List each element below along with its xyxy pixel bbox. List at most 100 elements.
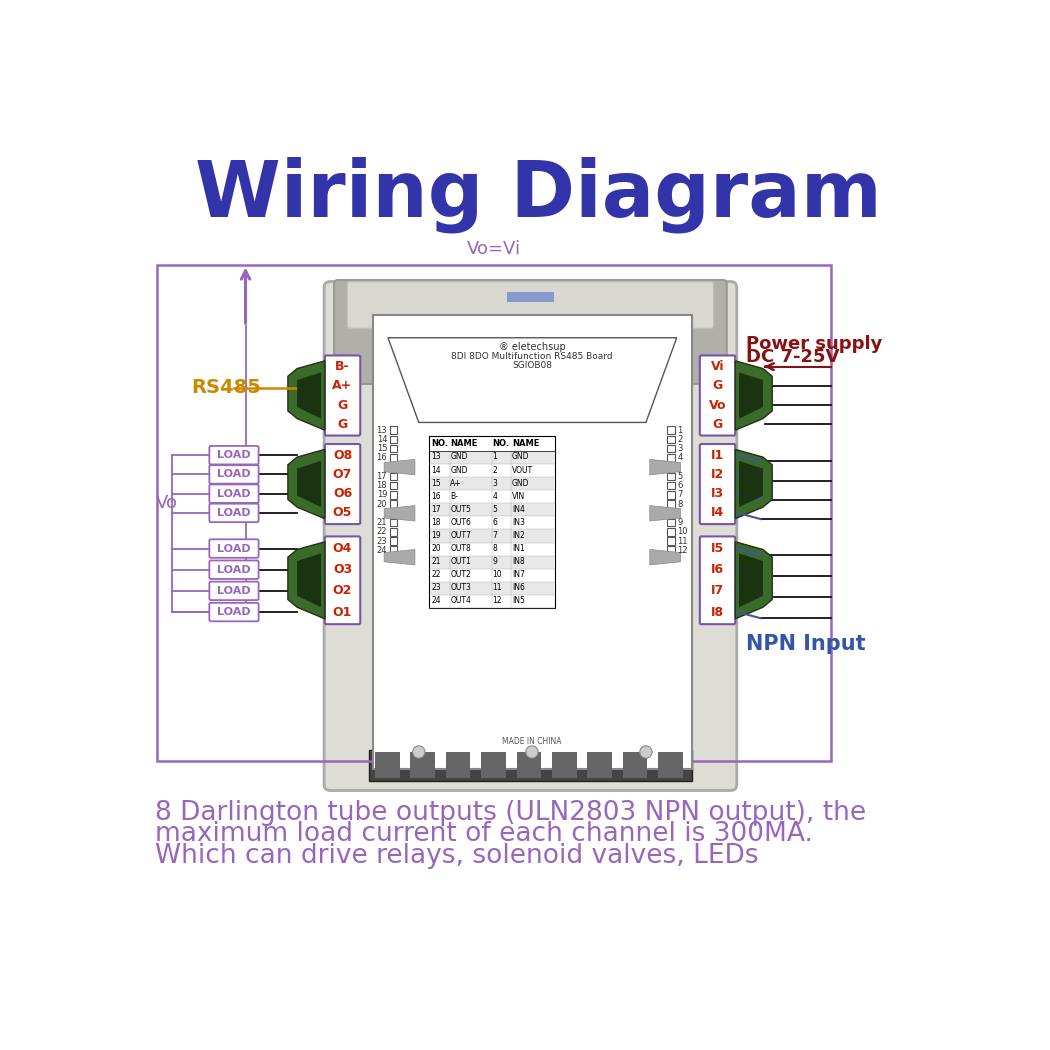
Text: G: G — [712, 418, 722, 430]
FancyBboxPatch shape — [700, 537, 735, 624]
Polygon shape — [384, 549, 415, 565]
Bar — [446, 752, 470, 778]
Text: 14: 14 — [432, 465, 441, 475]
Bar — [390, 482, 397, 489]
Text: Vo: Vo — [155, 495, 177, 512]
Circle shape — [413, 746, 425, 758]
Circle shape — [639, 746, 652, 758]
Bar — [668, 528, 675, 536]
Bar — [668, 482, 675, 489]
Text: Vi: Vi — [711, 360, 724, 373]
Text: O8: O8 — [333, 448, 352, 462]
Text: 5: 5 — [677, 471, 682, 481]
Polygon shape — [739, 461, 763, 507]
Text: LOAD: LOAD — [217, 488, 251, 499]
FancyBboxPatch shape — [348, 281, 714, 329]
Text: 3: 3 — [677, 444, 682, 454]
Text: 6: 6 — [677, 481, 682, 490]
Text: G: G — [337, 418, 348, 430]
Circle shape — [526, 746, 538, 758]
Text: 6: 6 — [492, 518, 498, 527]
Bar — [390, 500, 397, 508]
Text: LOAD: LOAD — [217, 469, 251, 480]
FancyBboxPatch shape — [209, 603, 258, 622]
Text: OUT7: OUT7 — [450, 531, 471, 540]
Bar — [390, 436, 397, 443]
Text: 13: 13 — [377, 425, 387, 435]
FancyBboxPatch shape — [209, 561, 258, 579]
Text: 21: 21 — [432, 558, 441, 566]
Text: Vo: Vo — [709, 399, 727, 412]
Text: OUT8: OUT8 — [450, 544, 471, 553]
Bar — [390, 472, 397, 480]
Bar — [375, 752, 399, 778]
Text: Wiring Diagram: Wiring Diagram — [194, 156, 882, 233]
Text: I4: I4 — [711, 506, 724, 520]
Polygon shape — [739, 373, 763, 419]
Text: 8: 8 — [677, 500, 682, 508]
Polygon shape — [288, 542, 324, 618]
Text: 12: 12 — [492, 596, 502, 606]
Text: NAME: NAME — [450, 439, 478, 448]
Bar — [369, 750, 692, 780]
Text: SGIOB08: SGIOB08 — [512, 361, 552, 370]
Text: 2: 2 — [492, 465, 498, 475]
Text: A+: A+ — [450, 479, 462, 487]
Text: LOAD: LOAD — [217, 565, 251, 574]
FancyBboxPatch shape — [209, 446, 258, 464]
Text: O5: O5 — [333, 506, 352, 520]
FancyBboxPatch shape — [209, 484, 258, 503]
Text: 4: 4 — [677, 454, 682, 462]
FancyBboxPatch shape — [209, 582, 258, 601]
Text: LOAD: LOAD — [217, 450, 251, 460]
Polygon shape — [297, 461, 321, 507]
Text: OUT4: OUT4 — [450, 596, 471, 606]
Text: 11: 11 — [492, 584, 502, 592]
Text: OUT3: OUT3 — [450, 584, 471, 592]
Bar — [428, 437, 555, 608]
Text: O2: O2 — [333, 585, 352, 597]
FancyBboxPatch shape — [209, 540, 258, 558]
Text: 21: 21 — [377, 518, 387, 527]
Text: NO.: NO. — [432, 439, 448, 448]
Bar — [390, 519, 397, 526]
Text: 3: 3 — [492, 479, 498, 487]
Polygon shape — [297, 373, 321, 419]
Text: 24: 24 — [432, 596, 441, 606]
Polygon shape — [650, 460, 680, 475]
Text: 22: 22 — [432, 570, 441, 580]
Text: 24: 24 — [377, 546, 387, 554]
Text: O4: O4 — [333, 542, 352, 555]
Text: 1: 1 — [677, 425, 682, 435]
Text: 19: 19 — [377, 490, 387, 500]
Text: DC 7-25V: DC 7-25V — [746, 349, 839, 366]
Bar — [668, 519, 675, 526]
Text: maximum load current of each channel is 300MA.: maximum load current of each channel is … — [155, 821, 814, 847]
Text: 20: 20 — [377, 500, 387, 508]
Text: IN5: IN5 — [512, 596, 525, 606]
Text: LOAD: LOAD — [217, 508, 251, 518]
Text: 8: 8 — [492, 544, 498, 553]
Text: 23: 23 — [432, 584, 441, 592]
Polygon shape — [297, 553, 321, 607]
Polygon shape — [739, 553, 763, 607]
Text: IN4: IN4 — [512, 505, 525, 513]
Text: I8: I8 — [711, 606, 724, 618]
Text: I7: I7 — [711, 585, 724, 597]
Text: 20: 20 — [432, 544, 441, 553]
Text: GND: GND — [450, 453, 468, 462]
Bar — [507, 292, 553, 301]
Text: 1: 1 — [492, 453, 498, 462]
Polygon shape — [384, 506, 415, 521]
Text: O1: O1 — [333, 606, 352, 618]
Bar — [552, 752, 576, 778]
Text: 10: 10 — [677, 527, 688, 537]
Bar — [429, 503, 554, 517]
Text: 15: 15 — [377, 444, 387, 454]
Text: VIN: VIN — [512, 491, 525, 501]
Text: 9: 9 — [677, 518, 682, 527]
FancyBboxPatch shape — [324, 444, 360, 524]
Bar — [390, 426, 397, 434]
Text: 8DI 8DO Multifunction RS485 Board: 8DI 8DO Multifunction RS485 Board — [452, 352, 613, 360]
Polygon shape — [384, 460, 415, 475]
